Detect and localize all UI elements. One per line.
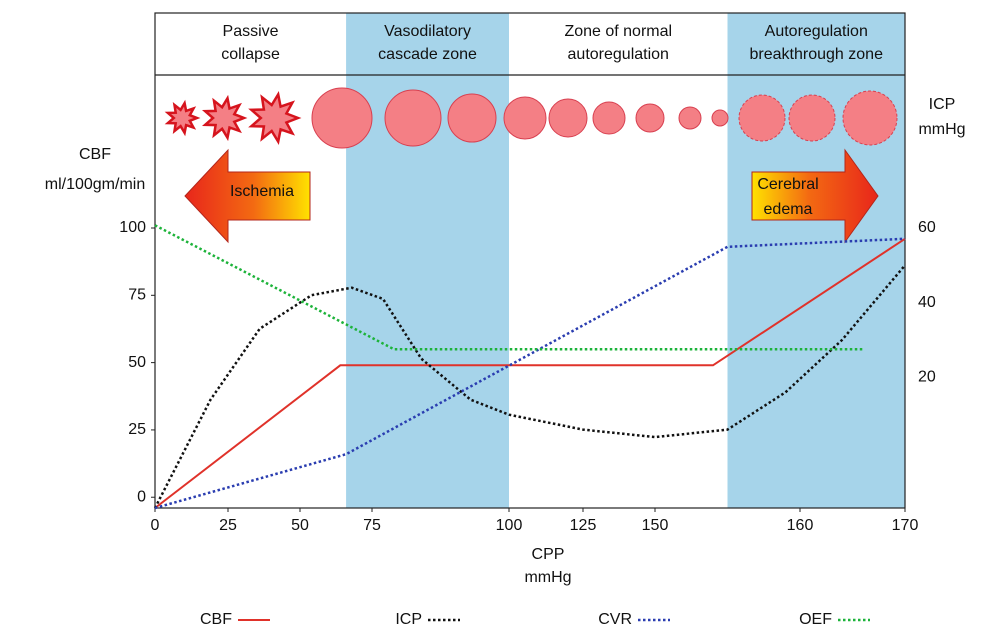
x-tick-label: 125 [570,517,597,534]
vessel-collapsed [251,94,298,141]
vessel [712,110,728,126]
zone-layer [346,13,905,508]
zone-shade [728,13,906,508]
y2-tick-label: 60 [918,219,936,236]
legend-label: CBF [200,611,232,628]
x-tick-label: 160 [787,517,814,534]
zone-label: Passive [223,23,279,40]
chart: Passive collapse Vasodilatory cascade zone Z… [0,0,991,632]
y-axis-label: ml/100gm/min [45,176,145,193]
zone-shade [346,13,509,508]
y-axis-label: CBF [79,146,111,163]
vessel-dilated [843,91,897,145]
y2-tick-label: 40 [918,294,936,311]
y-tick-label: 75 [128,287,146,304]
vessel-dilated [739,95,785,141]
zone-label: cascade zone [378,46,477,63]
x-axis-label: CPP [532,546,565,563]
vessel-dilated [789,95,835,141]
vessel [593,102,625,134]
vessel-collapsed [205,98,244,137]
vessel [312,88,372,148]
zone-label: Autoregulation [765,23,868,40]
arrow-label: edema [764,201,813,218]
legend-label: ICP [395,611,422,628]
legend-label: OEF [799,611,832,628]
zone-label: breakthrough zone [750,46,884,63]
x-tick-label: 170 [892,517,919,534]
zone-label: autoregulation [568,46,669,63]
y-tick-label: 50 [128,354,146,371]
arrow-label: Ischemia [230,183,294,200]
x-tick-label: 150 [642,517,669,534]
vessel [679,107,701,129]
y-tick-label: 100 [119,219,146,236]
vessel [448,94,496,142]
arrow-label: Cerebral [757,176,818,193]
x-tick-label: 75 [363,517,381,534]
y2-axis-label: mmHg [918,121,965,138]
x-tick-label: 50 [291,517,309,534]
x-tick-label: 0 [151,517,160,534]
x-tick-label: 25 [219,517,237,534]
vessel [385,90,441,146]
vessel [636,104,664,132]
zone-label: Vasodilatory [384,23,471,40]
zone-label: Zone of normal [564,23,672,40]
vessel [549,99,587,137]
vessel-collapsed [168,103,197,133]
vessel [504,97,546,139]
legend-label: CVR [598,611,632,628]
zone-label: collapse [221,46,280,63]
y2-tick-label: 20 [918,369,936,386]
y2-axis-label: ICP [929,96,956,113]
x-axis-label: mmHg [524,569,571,586]
x-tick-label: 100 [496,517,523,534]
y-tick-label: 25 [128,421,146,438]
y-tick-label: 0 [137,488,146,505]
